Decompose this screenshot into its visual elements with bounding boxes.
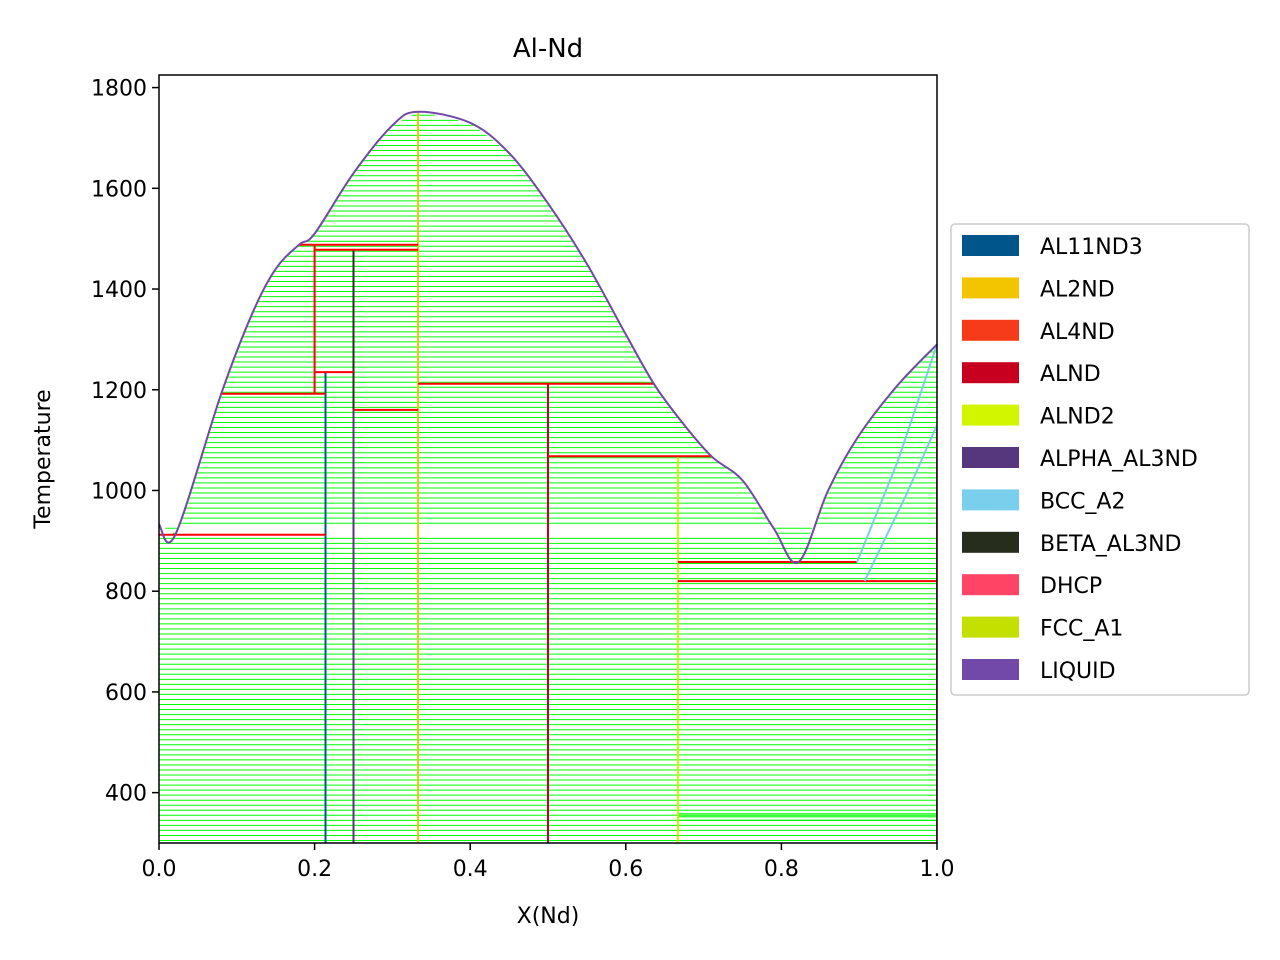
legend-item: AL11ND3 [1040, 235, 1143, 260]
legend-item: ALND2 [1040, 405, 1115, 430]
x-axis-label: X(Nd) [517, 904, 580, 929]
x-tick-label: 0.6 [608, 857, 643, 882]
y-tick-label: 1600 [91, 177, 147, 202]
legend-swatch [962, 659, 1019, 680]
y-tick-label: 800 [105, 580, 147, 605]
liquidus-curve [159, 110, 937, 564]
chart-title: Al-Nd [513, 34, 583, 64]
legend-item: ALPHA_AL3ND [1040, 447, 1198, 472]
legend: AL11ND3 AL2ND AL4ND ALND ALND2 ALPHA_AL3ND BCC… [950, 223, 1250, 696]
legend-swatch [962, 531, 1019, 553]
legend-swatch [962, 277, 1019, 299]
x-axis: 0.0 0.2 0.4 0.6 0.8 1.0 [142, 843, 955, 882]
x-tick-label: 0.8 [764, 857, 799, 882]
y-axis-label: Temperature [31, 389, 56, 529]
y-tick-label: 1800 [91, 77, 147, 102]
legend-swatch [962, 235, 1019, 256]
legend-swatch [962, 319, 1019, 341]
y-axis: 400 600 800 1000 1200 1400 1600 1800 [91, 77, 159, 807]
phase-boundaries [159, 110, 937, 843]
legend-item: LIQUID [1040, 659, 1116, 684]
legend-item: BCC_A2 [1040, 489, 1125, 514]
x-tick-label: 0.0 [142, 857, 177, 882]
bcc-a2-boundary [863, 424, 937, 582]
legend-swatch [962, 362, 1019, 384]
legend-item: ALND [1040, 362, 1101, 387]
y-tick-label: 400 [105, 782, 147, 807]
legend-swatch [962, 616, 1019, 638]
legend-item: AL2ND [1040, 277, 1115, 302]
y-tick-label: 600 [105, 681, 147, 706]
legend-item: DHCP [1040, 574, 1102, 599]
y-tick-label: 1000 [91, 479, 147, 504]
x-tick-label: 1.0 [920, 857, 955, 882]
legend-swatch [962, 574, 1019, 596]
legend-item: AL4ND [1040, 320, 1115, 345]
x-tick-label: 0.4 [453, 857, 488, 882]
legend-item: BETA_AL3ND [1040, 532, 1181, 557]
legend-swatch [962, 404, 1019, 426]
y-tick-label: 1200 [91, 379, 147, 404]
legend-frame [950, 223, 1250, 696]
bcc-a2-boundary [855, 344, 937, 563]
y-tick-label: 1400 [91, 278, 147, 303]
x-tick-label: 0.2 [297, 857, 332, 882]
legend-swatch [962, 489, 1019, 511]
plot-frame [158, 74, 938, 844]
legend-swatch [962, 447, 1019, 468]
legend-item: FCC_A1 [1040, 617, 1123, 642]
